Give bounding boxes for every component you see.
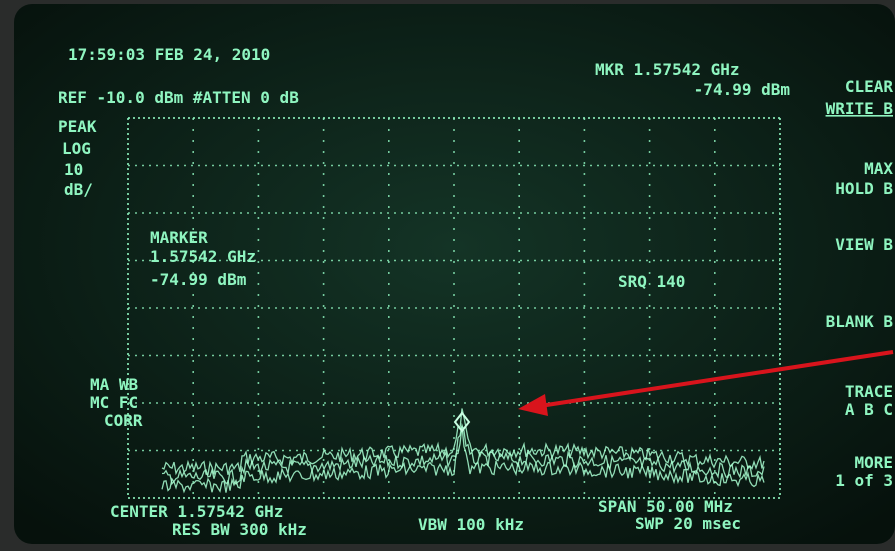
correction: CORR [104, 411, 143, 430]
video-bandwidth: VBW 100 kHz [418, 515, 524, 534]
timestamp: 17:59:03 FEB 24, 2010 [68, 45, 270, 64]
screen-photo: 17:59:03 FEB 24, 2010 REF -10.0 dBm #ATT… [0, 0, 895, 551]
marker-level: -74.99 dBm [150, 270, 247, 289]
sweep-time: SWP 20 msec [635, 514, 741, 533]
softkey-label: MAX [864, 159, 893, 178]
scale-text: LOG [62, 139, 91, 158]
softkey-label: WRITE B [826, 99, 894, 118]
correction: MA WB [90, 375, 139, 394]
resolution-bandwidth: RES BW 300 kHz [172, 520, 307, 539]
softkey-label: MORE [854, 453, 893, 472]
marker-frequency: MKR 1.57542 GHz [595, 60, 740, 79]
softkey-label: 1 of 3 [835, 471, 893, 490]
correction: MC FC [90, 393, 138, 412]
softkey-label: A B C [845, 400, 893, 419]
reference-level: REF -10.0 dBm #ATTEN 0 dB [58, 88, 299, 107]
marker-title: MARKER [150, 228, 208, 247]
softkey-label: TRACE [845, 382, 893, 401]
softkey-label: BLANK B [826, 312, 894, 331]
status: SRQ 140 [618, 272, 685, 291]
marker-level: -74.99 dBm [694, 80, 791, 99]
softkey-label: HOLD B [835, 179, 893, 198]
scale-text: PEAK [58, 117, 97, 136]
softkey-label: CLEAR [845, 77, 894, 96]
center-frequency: CENTER 1.57542 GHz [110, 502, 283, 521]
scale-text: 10 [64, 160, 83, 179]
scale-text: dB/ [64, 180, 93, 199]
softkey-label: VIEW B [835, 235, 893, 254]
marker-frequency: 1.57542 GHz [150, 247, 256, 266]
